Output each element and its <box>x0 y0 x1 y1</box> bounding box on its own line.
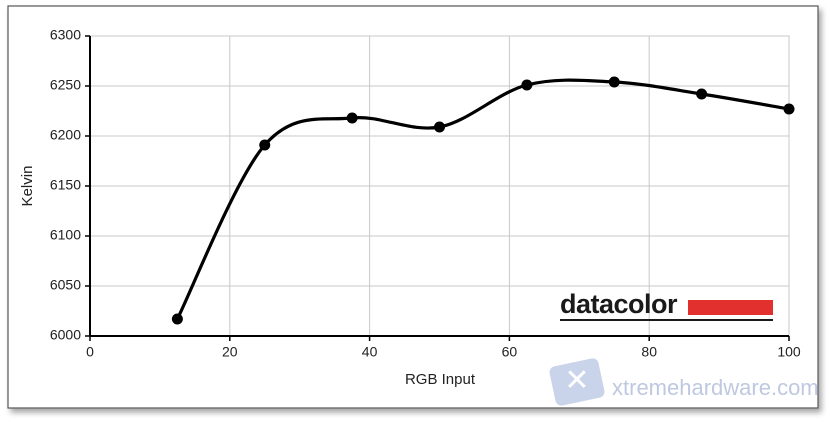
logo-text: datacolor <box>560 289 678 319</box>
y-tick-label: 6300 <box>50 27 81 43</box>
x-tick-label: 40 <box>362 344 378 360</box>
x-tick-label: 0 <box>86 344 94 360</box>
watermark-text: xtremehardware.com <box>612 375 819 400</box>
y-tick-label: 6200 <box>50 127 81 143</box>
logo-group: datacolor <box>560 289 773 321</box>
y-tick-label: 6000 <box>50 327 81 343</box>
y-tick-label: 6100 <box>50 227 81 243</box>
x-axis-label: RGB Input <box>405 371 476 388</box>
y-tick-label: 6250 <box>50 77 81 93</box>
data-point <box>521 79 533 91</box>
x-tick-label: 60 <box>502 344 518 360</box>
data-point <box>346 112 358 124</box>
x-tick-label: 20 <box>222 344 238 360</box>
watermark-icon <box>549 358 605 406</box>
data-point <box>608 76 620 88</box>
y-tick-label: 6050 <box>50 277 81 293</box>
y-axis-label: Kelvin <box>19 166 36 207</box>
series-line <box>175 78 790 320</box>
logo-bar <box>688 300 773 315</box>
data-point <box>434 121 445 133</box>
watermark-group: ✕ xtremehardware.com <box>549 358 819 406</box>
x-tick-label: 100 <box>777 344 801 360</box>
data-point <box>259 139 271 151</box>
x-tick-label: 80 <box>641 344 657 360</box>
y-tick-label: 6150 <box>50 177 81 193</box>
data-point <box>171 313 183 325</box>
data-point <box>696 88 708 100</box>
watermark-icon-x: ✕ <box>564 364 589 397</box>
data-point <box>783 103 795 115</box>
